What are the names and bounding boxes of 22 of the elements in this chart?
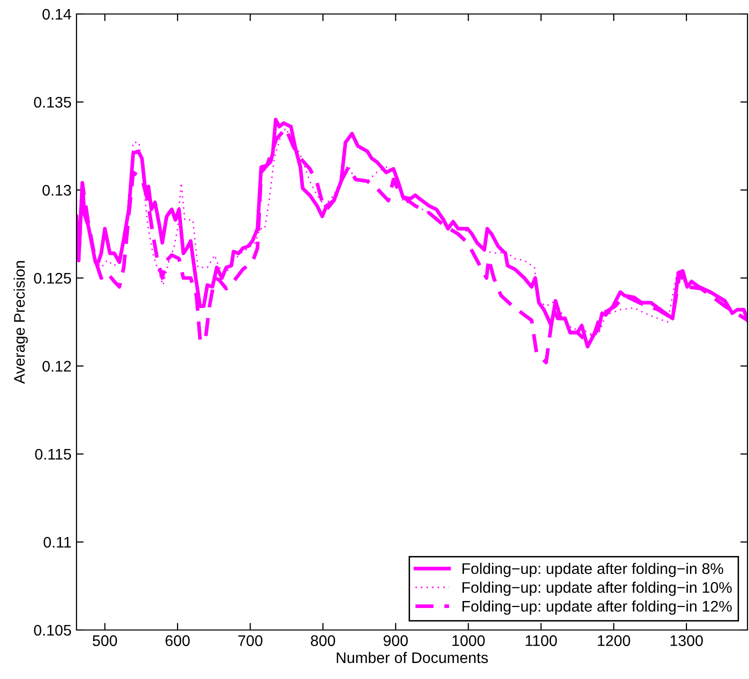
y-tick-label: 0.125 [34,272,71,284]
y-tick-label: 0.115 [35,448,71,460]
y-tick-label: 0.105 [34,624,71,636]
x-tick-label: 1300 [670,635,703,646]
x-tick-label: 800 [310,635,336,646]
y-tick-label: 0.12 [42,360,71,372]
y-axis-title: Average Precision [14,261,28,384]
legend-label: Folding−up: update after folding−in 10% [462,582,732,596]
x-tick-label: 900 [384,635,408,646]
x-tick-label: 500 [92,635,117,646]
y-tick-label: 0.11 [44,536,71,548]
x-tick-label: 1000 [452,635,485,646]
y-tick-label: 0.135 [34,96,71,108]
legend-label: Folding−up: update after folding−in 8% [462,562,724,578]
y-tick-label: 0.14 [42,8,72,20]
x-axis-title: Number of Documents [336,652,488,664]
legend-label: Folding−up: update after folding−in 12% [462,600,732,615]
x-tick-label: 600 [166,635,190,646]
y-tick-label: 0.13 [42,184,71,196]
x-tick-label: 1200 [598,635,630,646]
x-tick-label: 700 [238,635,262,646]
x-tick-label: 1100 [526,635,557,646]
